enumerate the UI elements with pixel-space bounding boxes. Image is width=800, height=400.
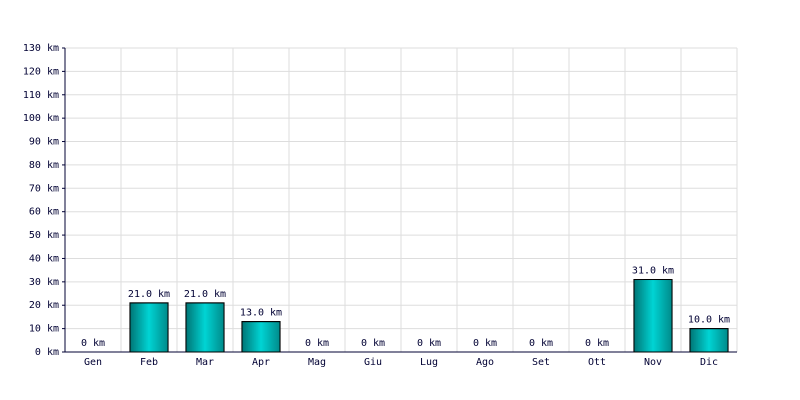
value-label: 21.0 km	[128, 289, 170, 300]
x-tick-label: Mar	[196, 357, 214, 368]
value-label: 0 km	[529, 338, 553, 349]
y-tick-label: 80 km	[29, 160, 59, 171]
value-label: 21.0 km	[184, 289, 226, 300]
x-tick-label: Ago	[476, 357, 494, 368]
y-tick-label: 90 km	[29, 137, 59, 148]
bar-shade	[241, 321, 281, 353]
x-tick-label: Ott	[588, 357, 606, 368]
y-tick-label: 70 km	[29, 183, 59, 194]
y-tick-label: 10 km	[29, 324, 59, 335]
y-tick-label: 50 km	[29, 230, 59, 241]
x-tick-label: Giu	[364, 357, 382, 368]
x-tick-label: Dic	[700, 357, 718, 368]
value-label: 0 km	[305, 338, 329, 349]
bar-shade	[689, 328, 729, 353]
bar-shade	[185, 302, 225, 353]
y-tick-label: 20 km	[29, 300, 59, 311]
x-tick-label: Mag	[308, 357, 326, 368]
value-label: 0 km	[361, 338, 385, 349]
value-label: 10.0 km	[688, 315, 730, 326]
x-tick-label: Nov	[644, 357, 662, 368]
x-tick-label: Feb	[140, 357, 158, 368]
value-label: 0 km	[585, 338, 609, 349]
value-label: 31.0 km	[632, 266, 674, 277]
y-tick-label: 40 km	[29, 253, 59, 264]
value-label: 0 km	[81, 338, 105, 349]
x-tick-label: Gen	[84, 357, 102, 368]
y-tick-label: 120 km	[23, 66, 59, 77]
y-tick-label: 130 km	[23, 43, 59, 54]
x-tick-label: Lug	[420, 357, 438, 368]
y-tick-label: 100 km	[23, 113, 59, 124]
value-label: 13.0 km	[240, 308, 282, 319]
value-label: 0 km	[473, 338, 497, 349]
x-tick-label: Apr	[252, 357, 270, 368]
value-label: 0 km	[417, 338, 441, 349]
x-tick-label: Set	[532, 357, 550, 368]
bar-shade	[129, 302, 169, 353]
bar-shade	[633, 279, 673, 353]
y-tick-label: 0 km	[35, 347, 59, 358]
y-tick-label: 60 km	[29, 207, 59, 218]
y-tick-label: 30 km	[29, 277, 59, 288]
y-tick-label: 110 km	[23, 90, 59, 101]
